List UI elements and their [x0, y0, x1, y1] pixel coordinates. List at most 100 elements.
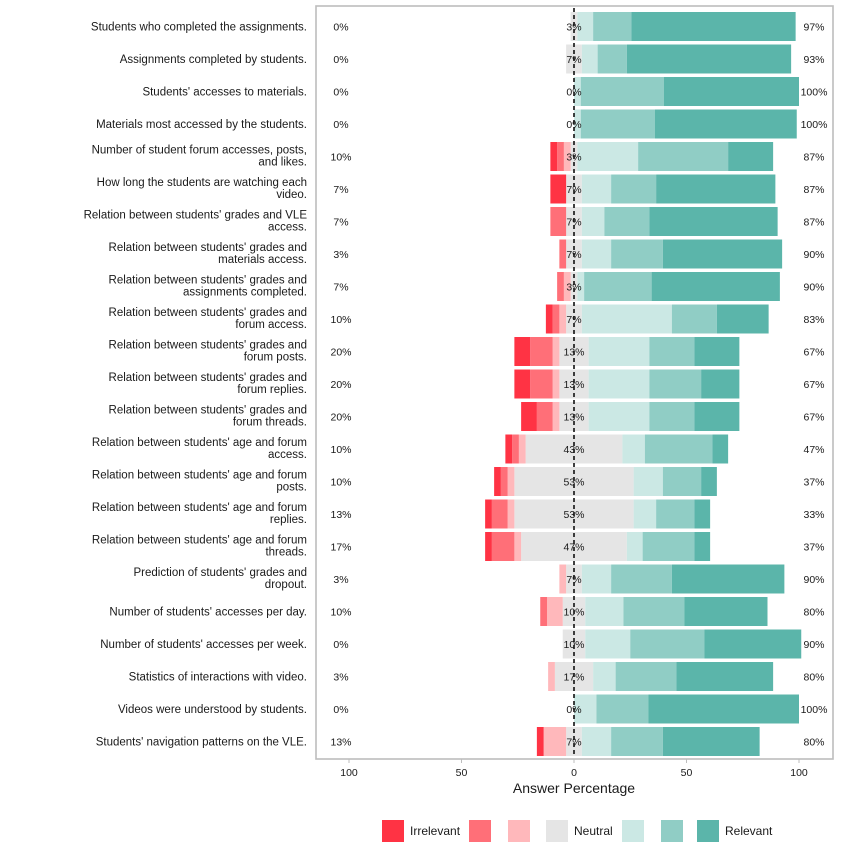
- bar-segment-22-4: [581, 727, 612, 756]
- left-percent-label: 7%: [333, 184, 348, 196]
- neutral-percent-label: 13%: [563, 412, 584, 424]
- category-label: Relation between students' grades and VL…: [84, 210, 308, 234]
- right-percent-label: 90%: [803, 249, 824, 261]
- bar-segment-18-2: [547, 597, 563, 626]
- neutral-percent-label: 7%: [566, 314, 581, 326]
- neutral-percent-label: 7%: [566, 574, 581, 586]
- bar-segment-18-1: [540, 597, 547, 626]
- bar-segment-0-5: [593, 12, 632, 41]
- category-label: Students who completed the assignments.: [91, 22, 307, 34]
- left-percent-label: 3%: [333, 574, 348, 586]
- category-label: Videos were understood by students.: [118, 704, 307, 716]
- bar-segment-12-1: [536, 402, 553, 431]
- left-percent-label: 3%: [333, 249, 348, 261]
- bar-segment-3-4: [574, 109, 581, 139]
- bar-segment-4-6: [728, 142, 774, 171]
- bar-segment-14-6: [701, 467, 717, 496]
- x-axis-title: Answer Percentage: [513, 780, 635, 796]
- bar-segment-4-2: [563, 142, 571, 171]
- legend-swatch: [469, 820, 491, 842]
- bar-segment-18-6: [684, 597, 768, 626]
- bar-segment-13-2: [518, 434, 526, 464]
- right-percent-label: 100%: [801, 119, 828, 131]
- category-label: Relation between students' grades and for…: [109, 340, 307, 364]
- bar-segment-1-6: [626, 44, 792, 74]
- neutral-percent-label: 13%: [563, 347, 584, 359]
- right-percent-label: 97%: [803, 22, 824, 34]
- category-label: Assignments completed by students.: [120, 54, 307, 66]
- legend-swatch: [697, 820, 719, 842]
- bar-segment-11-0: [514, 369, 531, 399]
- neutral-percent-label: 53%: [563, 509, 584, 521]
- bar-segment-13-6: [712, 434, 729, 464]
- left-percent-label: 13%: [330, 509, 351, 521]
- left-percent-label: 0%: [333, 22, 348, 34]
- category-label: Number of students' accesses per day.: [109, 607, 307, 619]
- bar-segment-10-6: [694, 337, 740, 366]
- bar-segment-8-1: [557, 272, 564, 301]
- bar-segment-11-2: [552, 369, 560, 399]
- bar-segment-15-6: [694, 499, 711, 529]
- bar-segment-9-0: [545, 304, 553, 334]
- bar-segment-10-2: [552, 337, 560, 366]
- bar-segment-8-6: [651, 272, 780, 301]
- bar-stacks: [485, 8, 802, 757]
- bar-segment-17-5: [611, 564, 672, 594]
- bar-segment-14-2: [507, 467, 515, 496]
- neutral-percent-label: 13%: [563, 379, 584, 391]
- bar-segment-10-0: [514, 337, 531, 366]
- bar-segment-4-5: [638, 142, 729, 171]
- bar-segment-17-2: [559, 564, 567, 594]
- left-percent-label: 10%: [330, 607, 351, 619]
- bar-segment-22-6: [662, 727, 760, 756]
- bar-segment-11-4: [588, 369, 650, 399]
- bar-segment-9-1: [552, 304, 560, 334]
- bar-segment-17-4: [581, 564, 612, 594]
- bar-segment-7-4: [581, 239, 612, 269]
- bar-segment-16-4: [626, 532, 643, 561]
- bar-segment-1-5: [597, 44, 627, 74]
- neutral-percent-label: 7%: [566, 737, 581, 749]
- category-label: How long the students are watching each v…: [97, 177, 307, 201]
- bar-segment-15-5: [656, 499, 695, 529]
- category-labels: Students who completed the assignments. A…: [84, 22, 308, 749]
- left-percent-label: 3%: [333, 672, 348, 684]
- x-tick-label: 50: [681, 767, 693, 779]
- bar-segment-20-6: [676, 662, 774, 691]
- bar-segment-13-4: [622, 434, 645, 464]
- right-percent-label: 33%: [803, 509, 824, 521]
- neutral-percent-label: 10%: [563, 639, 584, 651]
- category-label: Relation between students' age and forum…: [92, 535, 307, 559]
- bar-segment-0-6: [631, 12, 796, 41]
- bar-segment-10-4: [588, 337, 650, 366]
- x-tick-label: 100: [790, 767, 808, 779]
- right-percent-label: 67%: [803, 379, 824, 391]
- right-percent-label: 83%: [803, 314, 824, 326]
- bar-segment-19-6: [704, 629, 802, 659]
- category-label: Relation between students' age and forum…: [92, 470, 307, 494]
- bar-segment-20-4: [593, 662, 616, 691]
- neutral-percent-label: 47%: [563, 542, 584, 554]
- neutral-percent-label: 10%: [563, 607, 584, 619]
- right-percent-label: 37%: [803, 542, 824, 554]
- left-percent-label: 7%: [333, 282, 348, 294]
- bar-segment-2-4: [574, 77, 581, 106]
- bar-segment-15-0: [485, 499, 492, 529]
- category-label: Relation between students' grades and for…: [109, 307, 307, 331]
- legend-label: Neutral: [574, 824, 613, 838]
- category-label: Relation between students' grades and ass…: [109, 275, 307, 299]
- bar-segment-4-1: [557, 142, 564, 171]
- bar-segment-5-5: [611, 174, 657, 204]
- bar-segment-6-6: [649, 207, 778, 236]
- bar-segment-7-1: [559, 239, 567, 269]
- category-label: Relation between students' grades and for…: [109, 372, 307, 396]
- bar-segment-11-6: [701, 369, 740, 399]
- left-percent-label: 10%: [330, 444, 351, 456]
- category-label: Materials most accessed by the students.: [96, 119, 307, 131]
- x-tick-label: 50: [456, 767, 468, 779]
- right-percent-label: 80%: [803, 607, 824, 619]
- category-label: Prediction of students' grades and dropou…: [133, 567, 307, 591]
- bar-segment-19-4: [585, 629, 631, 659]
- bar-segment-12-0: [521, 402, 537, 431]
- bar-segment-0-4: [577, 12, 594, 41]
